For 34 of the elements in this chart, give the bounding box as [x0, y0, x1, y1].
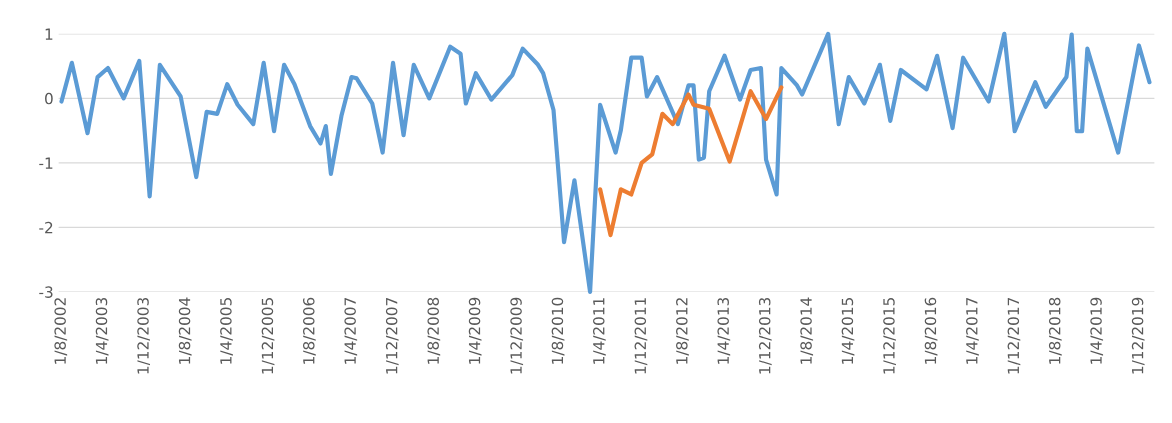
line-series: [59, 31, 1152, 294]
x-tick-label: 1/4/2017: [966, 298, 979, 364]
x-tick-label: 1/8/2018: [1048, 297, 1062, 364]
x-tick-label: 1/12/2003: [137, 297, 151, 374]
x-tick-label: 1/12/2017: [1007, 298, 1021, 374]
x-tick-label: 1/8/2014: [800, 297, 814, 364]
y-tick-label: 1: [45, 28, 53, 40]
x-tick-label: 1/4/2019: [1090, 297, 1104, 364]
y-tick-label: -3: [39, 286, 53, 298]
x-tick-label: 1/12/2005: [261, 298, 275, 374]
y-tick-label: 0: [45, 92, 53, 105]
x-tick-label: 1/8/2012: [676, 298, 689, 364]
x-tick-label: 1/4/2003: [95, 297, 109, 364]
y-tick-label: -2: [39, 221, 53, 234]
x-tick-label: 1/12/2015: [883, 298, 896, 374]
x-tick-label: 1/8/2002: [54, 298, 68, 364]
x-tick-label: 1/8/2006: [303, 297, 316, 364]
x-tick-label: 1/8/2008: [427, 297, 441, 364]
x-tick-label: 1/4/2007: [344, 298, 358, 364]
y-tick-label: -1: [39, 157, 53, 169]
x-tick-label: 1/12/2019: [1131, 297, 1145, 374]
x-tick-label: 1/12/2009: [510, 297, 524, 374]
x-tick-label: 1/4/2015: [841, 298, 855, 364]
x-tick-label: 1/12/2011: [634, 298, 648, 374]
x-tick-label: 1/12/2013: [758, 297, 772, 374]
line-series: [598, 85, 784, 238]
x-tick-label: 1/8/2004: [178, 297, 192, 364]
x-tick-label: 1/12/2007: [385, 298, 399, 374]
x-tick-label: 1/4/2009: [468, 297, 482, 364]
x-tick-label: 1/4/2005: [220, 298, 233, 364]
x-tick-label: 1/8/2010: [551, 297, 565, 364]
x-tick-label: 1/4/2013: [717, 297, 731, 364]
x-tick-label: 1/8/2016: [924, 297, 938, 364]
x-tick-label: 1/4/2011: [593, 298, 606, 364]
